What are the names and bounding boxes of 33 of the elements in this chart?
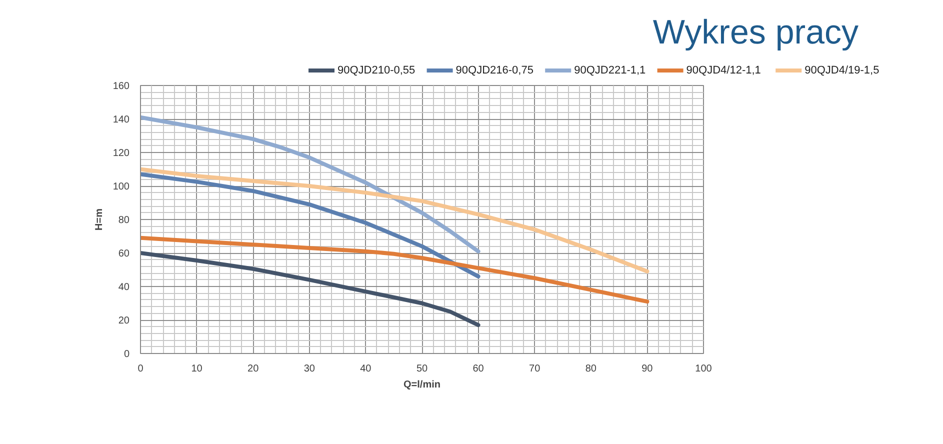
y-tick-label: 40	[118, 282, 130, 293]
x-axis-title: Q=l/min	[404, 380, 440, 390]
x-tick-label: 30	[304, 364, 316, 374]
legend-label: 90QJD4/12-1,1	[686, 64, 761, 76]
x-tick-label: 90	[642, 364, 654, 374]
legend-label: 90QJD210-0,55	[338, 64, 416, 76]
y-tick-label: 0	[124, 349, 130, 360]
x-tick-label: 100	[695, 364, 712, 374]
x-tick-label: 80	[585, 364, 597, 374]
x-tick-label: 10	[191, 364, 203, 374]
y-axis-title: H=m	[94, 208, 105, 230]
line-series	[140, 172, 480, 278]
line-series	[140, 167, 650, 274]
y-tick-label: 120	[112, 148, 130, 159]
line-series	[140, 251, 480, 328]
y-tick-label: 80	[118, 215, 130, 226]
x-tick-label: 20	[248, 364, 260, 374]
x-tick-label: 0	[138, 364, 144, 374]
y-tick-label: 160	[112, 81, 130, 92]
chart-title: Wykres pracy	[652, 14, 859, 52]
legend-label: 90QJD221-1,1	[574, 64, 646, 76]
line-series	[140, 236, 650, 304]
x-tick-label: 70	[529, 364, 541, 374]
x-tick-label: 50	[416, 364, 428, 374]
y-tick-label: 140	[112, 114, 130, 126]
legend-label: 90QJD216-0,75	[456, 64, 534, 76]
legend-label: 90QJD4/19-1,5	[804, 64, 880, 76]
y-tick-label: 60	[118, 248, 130, 260]
y-tick-label: 20	[118, 316, 130, 326]
x-tick-label: 60	[472, 364, 484, 374]
line-series	[140, 115, 480, 254]
y-tick-label: 100	[112, 182, 130, 192]
x-tick-label: 40	[360, 364, 372, 374]
